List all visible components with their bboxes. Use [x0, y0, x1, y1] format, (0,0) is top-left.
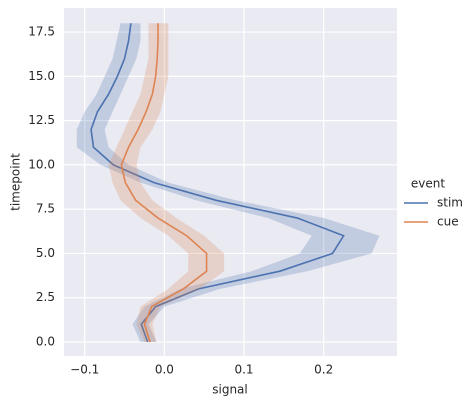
- y-tick-label: 12.5: [28, 113, 55, 127]
- y-tick-label: 17.5: [28, 25, 55, 39]
- x-tick-label: 0.1: [234, 363, 253, 377]
- x-axis-label: signal: [212, 383, 248, 397]
- x-tick-label: 0.2: [314, 363, 333, 377]
- legend-label: stim: [437, 196, 463, 210]
- x-tick-label: 0.0: [155, 363, 174, 377]
- x-tick-label: −0.1: [70, 363, 99, 377]
- y-tick-label: 2.5: [36, 290, 55, 304]
- y-tick-label: 0.0: [36, 335, 55, 349]
- line: [90, 23, 345, 343]
- y-tick-label: 7.5: [36, 202, 55, 216]
- legend-label: cue: [437, 215, 459, 229]
- legend-title: event: [411, 177, 445, 191]
- y-axis-label: timepoint: [9, 153, 23, 211]
- line: [120, 23, 208, 343]
- y-tick-label: 15.0: [28, 69, 55, 83]
- confidence-band: [108, 23, 225, 343]
- y-tick-label: 5.0: [36, 246, 55, 260]
- y-tick-label: 10.0: [28, 157, 55, 171]
